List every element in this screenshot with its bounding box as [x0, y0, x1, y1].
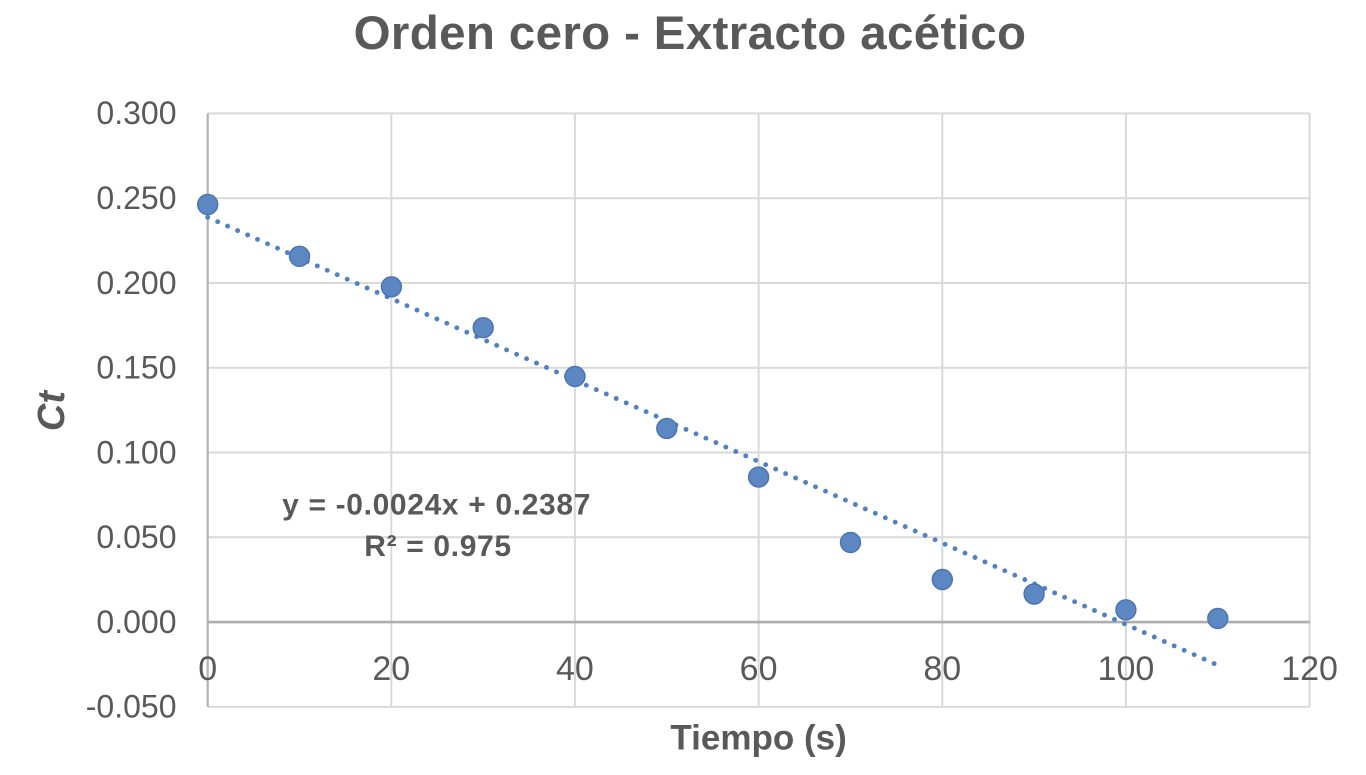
- svg-text:0.050: 0.050: [96, 519, 176, 555]
- svg-text:Ct: Ct: [31, 390, 73, 431]
- svg-text:0.150: 0.150: [96, 350, 176, 386]
- svg-text:80: 80: [923, 650, 961, 688]
- svg-text:0.200: 0.200: [96, 265, 176, 301]
- svg-text:0.300: 0.300: [96, 95, 176, 131]
- svg-text:0.250: 0.250: [96, 180, 176, 216]
- svg-text:120: 120: [1281, 650, 1338, 688]
- svg-text:100: 100: [1098, 650, 1155, 688]
- svg-text:-0.050: -0.050: [86, 689, 177, 725]
- svg-text:0: 0: [198, 650, 217, 688]
- svg-text:40: 40: [556, 650, 594, 688]
- svg-text:20: 20: [372, 650, 410, 688]
- svg-text:R² = 0.975: R² = 0.975: [364, 530, 511, 563]
- svg-text:0.100: 0.100: [96, 434, 176, 470]
- svg-text:Orden cero - Extracto acético: Orden cero - Extracto acético: [354, 7, 1027, 60]
- svg-text:60: 60: [740, 650, 778, 688]
- svg-text:0.000: 0.000: [96, 604, 176, 640]
- svg-text:y = -0.0024x + 0.2387: y = -0.0024x + 0.2387: [282, 489, 591, 522]
- svg-text:Tiempo (s): Tiempo (s): [670, 719, 846, 758]
